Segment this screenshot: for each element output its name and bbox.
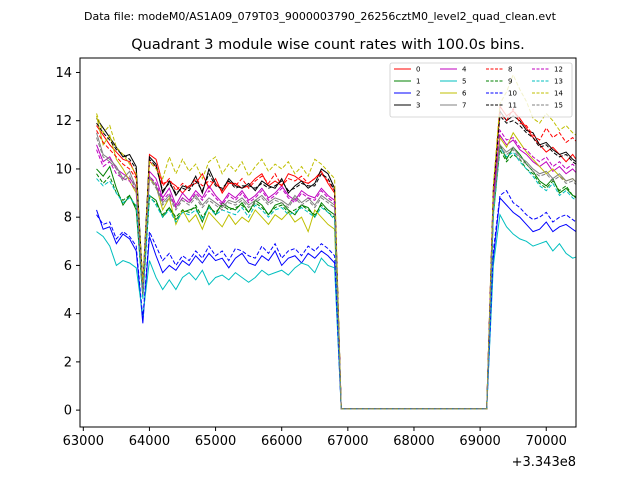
series-line-12 [96, 128, 576, 410]
y-tick-label: 0 [64, 404, 72, 419]
series-line-14 [96, 73, 576, 410]
legend-label-0: 0 [416, 66, 420, 74]
x-tick-label: 68000 [393, 434, 434, 449]
legend-label-5: 5 [462, 78, 466, 86]
legend-label-11: 11 [508, 102, 517, 110]
series-line-4 [96, 133, 576, 410]
legend-label-10: 10 [508, 90, 517, 98]
legend-label-6: 6 [462, 90, 467, 98]
x-tick-label: 67000 [327, 434, 368, 449]
x-offset-label: +3.343e8 [512, 455, 576, 470]
y-tick-label: 6 [64, 259, 72, 274]
series-line-1 [96, 142, 576, 410]
series-line-0 [96, 104, 576, 410]
file-title: Data file: modeM0/AS1A09_079T03_90000037… [84, 10, 557, 23]
y-tick-label: 12 [55, 114, 72, 129]
series-line-2 [96, 196, 576, 410]
y-axis: 0 2 4 6 8 10 12 14 [55, 66, 80, 419]
series-line-8 [96, 107, 576, 410]
legend-label-14: 14 [554, 90, 563, 98]
series-line-11 [96, 114, 576, 410]
legend-label-13: 13 [554, 78, 563, 86]
plot-frame [79, 57, 577, 428]
series-line-7 [96, 132, 576, 410]
chart-title: Quadrant 3 module wise count rates with … [131, 37, 525, 53]
y-tick-label: 2 [64, 355, 72, 370]
legend-box [389, 62, 573, 118]
legend-label-3: 3 [416, 102, 420, 110]
x-tick-label: 70000 [526, 434, 567, 449]
y-tick-label: 10 [55, 162, 72, 177]
legend-label-12: 12 [554, 66, 563, 74]
series-line-15 [96, 137, 576, 410]
legend-label-15: 15 [554, 102, 563, 110]
y-tick-label: 14 [55, 66, 72, 81]
x-tick-label: 66000 [261, 434, 302, 449]
y-tick-label: 4 [64, 307, 72, 322]
x-tick-label: 69000 [459, 434, 500, 449]
legend-label-7: 7 [462, 102, 466, 110]
x-tick-label: 65000 [195, 434, 236, 449]
x-axis: 63000 64000 65000 66000 67000 68000 69000 70000 [63, 427, 567, 449]
x-tick-label: 64000 [129, 434, 170, 449]
series-line-13 [96, 145, 576, 410]
x-tick-label: 63000 [63, 434, 104, 449]
series-line-5 [96, 213, 576, 410]
series-line-10 [96, 189, 576, 410]
series-line-9 [96, 148, 576, 410]
legend-label-4: 4 [462, 66, 467, 74]
series-layer [96, 73, 576, 410]
legend-label-8: 8 [508, 66, 512, 74]
legend-label-1: 1 [416, 78, 420, 86]
legend-label-2: 2 [416, 90, 420, 98]
legend-label-9: 9 [508, 78, 512, 86]
y-tick-label: 8 [64, 211, 72, 226]
